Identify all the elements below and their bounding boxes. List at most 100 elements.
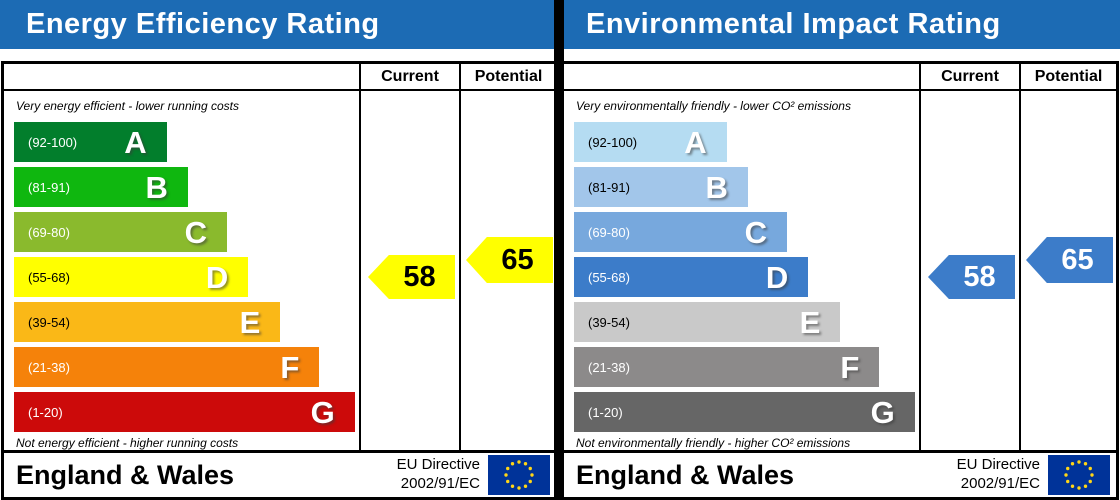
- rating-scale: Very energy efficient - lower running co…: [4, 91, 359, 450]
- band-range-label: (39-54): [28, 314, 70, 330]
- current-rating-value: 58: [403, 260, 436, 293]
- top-caption: Very energy efficient - lower running co…: [16, 99, 239, 113]
- band-row-g: (1-20) G: [564, 387, 919, 432]
- current-column-header: Current: [359, 64, 459, 91]
- band-range-label: (1-20): [588, 404, 623, 420]
- banner-gap: [0, 49, 560, 61]
- band-row-e: (39-54) E: [4, 297, 359, 342]
- band-bar-f: (21-38) F: [14, 347, 320, 387]
- header-spacer: [4, 64, 359, 91]
- band-range-label: (39-54): [588, 314, 630, 330]
- band-letter: B: [145, 169, 168, 205]
- eu-flag-icon: [488, 455, 550, 495]
- potential-rating-cell: 65: [459, 91, 556, 450]
- band-bar-c: (69-80) C: [14, 212, 227, 252]
- energy-efficiency-table: Current Potential Very energy efficient …: [1, 61, 559, 500]
- banner-gap: [560, 49, 1120, 61]
- band-bar-a: (92-100) A: [14, 122, 167, 162]
- band-row-f: (21-38) F: [4, 342, 359, 387]
- band-range-label: (81-91): [588, 179, 630, 195]
- rating-bands: (92-100) A (81-91) B (69-80) C (55-68) D (39…: [4, 117, 359, 432]
- band-bar-b: (81-91) B: [574, 167, 748, 207]
- energy-efficiency-panel: Energy Efficiency Rating Current Potenti…: [0, 0, 560, 500]
- current-rating-arrow: 58: [368, 255, 455, 299]
- eu-directive-line1: EU Directive: [956, 456, 1040, 474]
- band-bar-d: (55-68) D: [574, 257, 809, 297]
- band-bar-f: (21-38) F: [574, 347, 880, 387]
- band-range-label: (92-100): [588, 134, 638, 150]
- region-label: England & Wales: [576, 459, 795, 490]
- eu-directive-line2: 2002/91/EC: [400, 475, 480, 492]
- bottom-caption: Not energy efficient - higher running co…: [16, 436, 239, 450]
- band-row-c: (69-80) C: [4, 207, 359, 252]
- eu-directive-label: EU Directive 2002/91/EC: [957, 456, 1048, 494]
- band-range-label: (21-38): [28, 359, 70, 375]
- band-row-c: (69-80) C: [564, 207, 919, 252]
- eu-directive-line1: EU Directive: [396, 456, 480, 474]
- energy-efficiency-title: Energy Efficiency Rating: [0, 0, 560, 50]
- band-letter: A: [684, 124, 707, 160]
- band-row-f: (21-38) F: [564, 342, 919, 387]
- band-letter: B: [705, 169, 728, 205]
- band-range-label: (92-100): [28, 134, 78, 150]
- band-letter: F: [280, 349, 300, 385]
- top-caption: Very environmentally friendly - lower CO…: [576, 99, 851, 113]
- potential-rating-cell: 65: [1019, 91, 1116, 450]
- potential-rating-value: 65: [1061, 243, 1094, 276]
- eu-flag-icon: [1048, 455, 1110, 495]
- header-spacer: [564, 64, 919, 91]
- band-range-label: (1-20): [28, 404, 63, 420]
- band-letter: C: [744, 214, 767, 250]
- footer: England & Wales EU Directive 2002/91/EC: [4, 450, 556, 497]
- band-bar-g: (1-20) G: [574, 392, 915, 432]
- band-range-label: (69-80): [28, 224, 70, 240]
- current-rating-cell: 58: [919, 91, 1019, 450]
- potential-column-header: Potential: [459, 64, 556, 91]
- band-bar-d: (55-68) D: [14, 257, 249, 297]
- eu-directive-line2: 2002/91/EC: [960, 475, 1040, 492]
- band-row-e: (39-54) E: [564, 297, 919, 342]
- band-letter: G: [870, 394, 895, 430]
- potential-rating-arrow: 65: [1026, 237, 1113, 283]
- band-letter: D: [205, 259, 229, 295]
- band-bar-b: (81-91) B: [14, 167, 188, 207]
- band-bar-a: (92-100) A: [574, 122, 727, 162]
- rating-scale: Very environmentally friendly - lower CO…: [564, 91, 919, 450]
- band-letter: D: [765, 259, 789, 295]
- environmental-impact-panel: Environmental Impact Rating Current Pote…: [560, 0, 1120, 500]
- rating-bands: (92-100) A (81-91) B (69-80) C (55-68) D (39…: [564, 117, 919, 432]
- band-range-label: (21-38): [588, 359, 630, 375]
- band-letter: E: [239, 304, 261, 340]
- band-row-a: (92-100) A: [4, 117, 359, 162]
- bottom-caption: Not environmentally friendly - higher CO…: [576, 436, 851, 450]
- band-letter: G: [310, 394, 335, 430]
- potential-column-header: Potential: [1019, 64, 1116, 91]
- current-rating-value: 58: [963, 260, 996, 293]
- region-label: England & Wales: [16, 459, 235, 490]
- panel-divider: [554, 0, 564, 500]
- band-row-d: (55-68) D: [564, 252, 919, 297]
- band-row-b: (81-91) B: [4, 162, 359, 207]
- band-row-a: (92-100) A: [564, 117, 919, 162]
- band-letter: E: [799, 304, 821, 340]
- eu-directive-label: EU Directive 2002/91/EC: [397, 456, 488, 494]
- band-bar-e: (39-54) E: [574, 302, 841, 342]
- band-range-label: (69-80): [588, 224, 630, 240]
- current-rating-arrow: 58: [928, 255, 1015, 299]
- potential-rating-value: 65: [501, 243, 534, 276]
- current-column-header: Current: [919, 64, 1019, 91]
- band-range-label: (81-91): [28, 179, 70, 195]
- band-bar-g: (1-20) G: [14, 392, 355, 432]
- potential-rating-arrow: 65: [466, 237, 553, 283]
- band-row-g: (1-20) G: [4, 387, 359, 432]
- current-rating-cell: 58: [359, 91, 459, 450]
- band-row-b: (81-91) B: [564, 162, 919, 207]
- footer: England & Wales EU Directive 2002/91/EC: [564, 450, 1116, 497]
- band-bar-e: (39-54) E: [14, 302, 281, 342]
- band-letter: A: [124, 124, 147, 160]
- band-letter: C: [184, 214, 207, 250]
- band-range-label: (55-68): [588, 269, 630, 285]
- band-row-d: (55-68) D: [4, 252, 359, 297]
- band-range-label: (55-68): [28, 269, 70, 285]
